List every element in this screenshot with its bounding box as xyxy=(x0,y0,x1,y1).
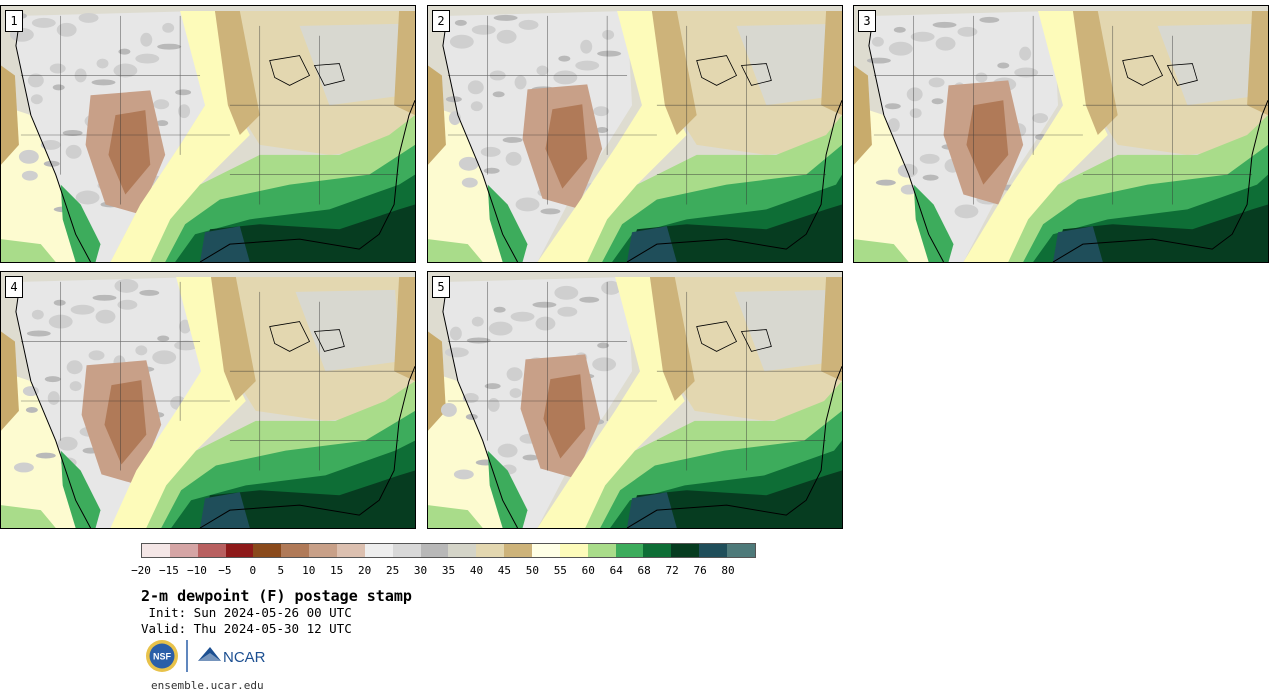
colorbar-swatch xyxy=(337,544,365,557)
svg-text:NCAR: NCAR xyxy=(223,649,266,666)
ensemble-member-3-map[interactable]: 3 xyxy=(853,5,1269,263)
colorbar-swatch xyxy=(727,544,755,557)
colorbar-tick-label: 80 xyxy=(721,564,735,577)
colorbar-swatch xyxy=(532,544,560,557)
plot-title: 2-m dewpoint (F) postage stamp xyxy=(141,587,412,605)
ensemble-member-1-map[interactable]: 1 xyxy=(0,5,416,263)
colorbar-swatch xyxy=(476,544,505,557)
colorbar-swatch xyxy=(364,544,393,557)
logos: NSF NCAR xyxy=(145,637,275,677)
colorbar-tick-label: 45 xyxy=(497,564,512,577)
colorbar-swatch xyxy=(420,544,449,557)
colorbar-tick-label: 50 xyxy=(525,564,539,577)
colorbar-tick-label: 0 xyxy=(249,564,257,577)
colorbar-swatch xyxy=(169,544,198,557)
svg-text:NSF: NSF xyxy=(153,652,172,662)
map-graphic xyxy=(1,272,415,528)
member-number-label: 2 xyxy=(432,10,450,32)
colorbar-tick-label: 35 xyxy=(441,564,456,577)
colorbar-tick-label: 60 xyxy=(581,564,595,577)
colorbar-swatch xyxy=(671,544,700,557)
colorbar-tick-label: 64 xyxy=(609,564,623,577)
colorbar-tick-label: −5 xyxy=(218,564,232,577)
colorbar-tick-label: 76 xyxy=(693,564,707,577)
colorbar-tick-label: 25 xyxy=(385,564,400,577)
init-time: Init: Sun 2024-05-26 00 UTC xyxy=(141,605,352,620)
website-url: ensemble.ucar.edu xyxy=(151,679,264,692)
colorbar-tick-label: −15 xyxy=(159,564,179,577)
colorbar-swatch xyxy=(225,544,254,557)
colorbar-tick-labels: −20 −15 −10 −5 0 5 10 15 20 25 30 35 40 45 50 55 60 64 68 7… xyxy=(131,564,771,578)
member-number-label: 3 xyxy=(858,10,876,32)
colorbar-swatch xyxy=(615,544,644,557)
map-graphic xyxy=(428,272,842,528)
colorbar-swatch xyxy=(504,544,533,557)
colorbar-tick-label: 20 xyxy=(358,564,372,577)
colorbar-tick-label: 15 xyxy=(330,564,344,577)
colorbar-swatch xyxy=(281,544,310,557)
member-number-label: 1 xyxy=(5,10,23,32)
ensemble-member-4-map[interactable]: 4 xyxy=(0,271,416,529)
valid-time: Valid: Thu 2024-05-30 12 UTC xyxy=(141,621,352,636)
colorbar-swatch xyxy=(643,544,672,557)
ensemble-member-5-map[interactable]: 5 xyxy=(427,271,843,529)
colorbar-swatch xyxy=(587,544,616,557)
dewpoint-colorbar xyxy=(141,543,756,558)
member-number-label: 5 xyxy=(432,276,450,298)
colorbar-tick-label: 68 xyxy=(637,564,651,577)
colorbar-swatch xyxy=(699,544,728,557)
colorbar-swatch xyxy=(392,544,421,557)
member-number-label: 4 xyxy=(5,276,23,298)
colorbar-tick-label: 5 xyxy=(277,564,285,577)
colorbar-swatch xyxy=(253,544,282,557)
colorbar-swatch xyxy=(142,544,170,557)
colorbar-tick-label: 30 xyxy=(413,564,428,577)
colorbar-tick-label: −20 xyxy=(131,564,151,577)
colorbar-tick-label: 55 xyxy=(553,564,567,577)
colorbar-swatch xyxy=(197,544,226,557)
ensemble-member-2-map[interactable]: 2 xyxy=(427,5,843,263)
map-graphic xyxy=(854,6,1268,262)
colorbar-swatch xyxy=(309,544,338,557)
colorbar-tick-label: 10 xyxy=(302,564,316,577)
colorbar-swatch xyxy=(448,544,477,557)
colorbar-tick-label: 40 xyxy=(469,564,484,577)
colorbar-swatch xyxy=(559,544,588,557)
nsf-logo-icon: NSF xyxy=(146,640,178,672)
map-graphic xyxy=(428,6,842,262)
map-graphic xyxy=(1,6,415,262)
colorbar-tick-label: −10 xyxy=(186,564,207,577)
colorbar-tick-label: 72 xyxy=(665,564,679,577)
ncar-logo-icon: NCAR xyxy=(198,647,266,666)
